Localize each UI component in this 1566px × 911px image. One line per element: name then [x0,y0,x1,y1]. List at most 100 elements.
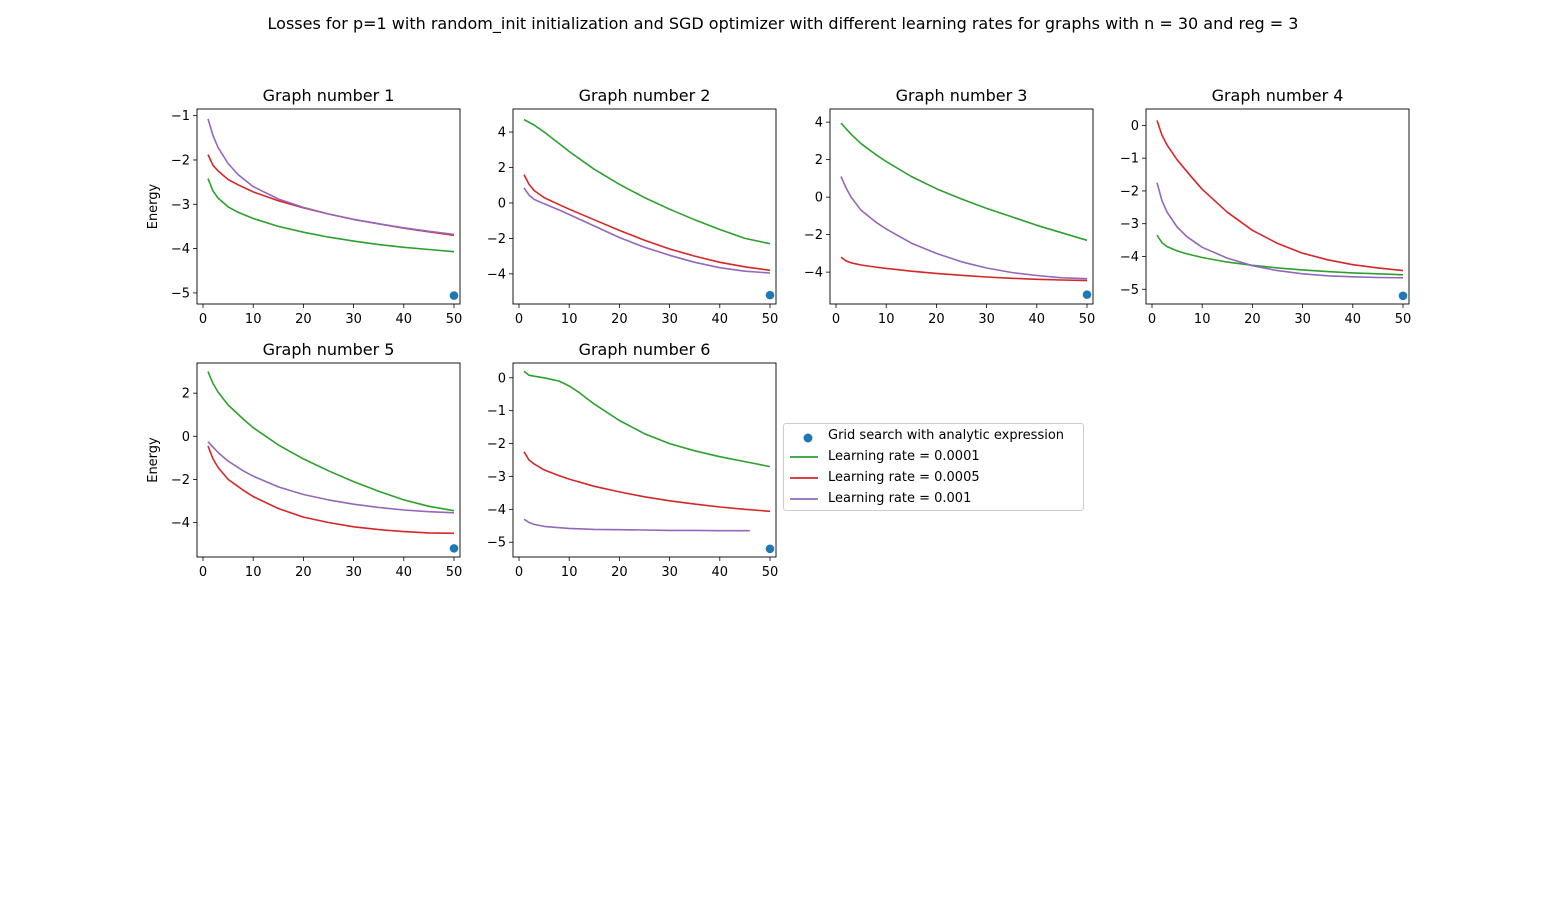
x-tick-label: 0 [1148,312,1156,327]
x-tick-label: 0 [199,565,207,580]
x-tick-label: 20 [611,565,628,580]
y-tick-label: 2 [182,387,190,402]
legend-label: Learning rate = 0.0001 [828,449,980,464]
y-tick-label: 2 [498,161,506,176]
plot-frame [1145,108,1410,305]
y-tick-label: 0 [182,430,190,445]
x-tick-label: 20 [611,312,628,327]
y-tick-label: 4 [815,116,823,131]
legend: Grid search with analytic expression Lea… [783,423,1084,511]
y-tick-label: −1 [171,109,190,124]
series-line [207,178,455,253]
legend-label: Learning rate = 0.0005 [828,470,980,485]
y-tick-label: −3 [1120,217,1139,232]
legend-marker-icon [803,433,813,443]
series-line [840,122,1088,242]
series-line [523,370,771,468]
y-tick-label: −2 [487,437,506,452]
x-tick-label: 20 [928,312,945,327]
y-axis-label: Energy [146,437,161,483]
plot-frame [196,108,461,305]
y-tick-label: −4 [171,242,190,257]
plot-frame [829,108,1094,305]
subplot-title: Graph number 2 [579,86,711,105]
x-tick-label: 40 [396,565,413,580]
y-tick-label: −1 [487,404,506,419]
x-tick-label: 50 [1079,312,1096,327]
x-tick-label: 50 [446,565,463,580]
y-tick-label: −2 [804,228,823,243]
y-tick-label: 2 [815,153,823,168]
legend-line-icon [790,456,818,458]
grid-search-point [1082,290,1092,299]
x-tick-label: 50 [762,312,779,327]
series-line [523,518,750,532]
y-tick-label: −5 [171,286,190,301]
x-tick-label: 10 [245,312,262,327]
y-tick-label: 0 [498,196,506,211]
subplot-6: Graph number 6 0 10 20 30 40 50 0 −1 −2 −3 −4 −5 [487,340,778,580]
x-tick-label: 30 [661,565,678,580]
series-line [207,445,455,535]
x-tick-label: 0 [515,565,523,580]
subplot-title: Graph number 6 [579,340,711,359]
y-tick-label: −4 [1120,250,1139,265]
grid-search-point [765,544,775,554]
y-tick-label: −2 [1120,184,1139,199]
plot-frame [512,108,777,305]
grid-search-point [449,544,459,553]
series-line [207,371,455,512]
series-line [523,174,771,272]
series-line [840,176,1088,280]
x-tick-label: 10 [1194,312,1211,327]
x-tick-label: 10 [561,565,578,580]
subplot-title: Graph number 1 [263,86,395,105]
y-tick-label: −2 [171,473,190,488]
x-tick-label: 0 [199,312,207,327]
x-tick-label: 0 [832,312,840,327]
legend-label: Grid search with analytic expression [828,428,1065,443]
plot-frame [196,362,461,558]
x-tick-label: 40 [396,312,413,327]
series-line [523,187,771,274]
y-tick-label: −5 [1120,283,1139,298]
y-tick-label: 0 [815,191,823,206]
x-tick-label: 50 [762,565,779,580]
series-line [1156,182,1404,279]
y-tick-label: −4 [487,267,506,282]
grid-search-point [765,290,775,300]
series-line [207,154,455,237]
x-tick-label: 30 [345,312,362,327]
x-tick-label: 20 [1244,312,1261,327]
x-tick-label: 0 [515,312,523,327]
subplot-title: Graph number 3 [896,86,1028,105]
y-tick-label: −3 [171,198,190,213]
x-tick-label: 10 [245,565,262,580]
y-tick-label: −2 [487,232,506,247]
subplot-title: Graph number 5 [263,340,395,359]
x-tick-label: 30 [661,312,678,327]
x-tick-label: 20 [295,565,312,580]
x-tick-label: 40 [1029,312,1046,327]
grid-search-point [1398,291,1408,301]
y-tick-label: 4 [498,126,506,141]
subplot-4: Graph number 4 0 10 20 30 40 50 0 −1 −2 −3 −4 −5 [1120,86,1411,327]
x-tick-label: 30 [345,565,362,580]
series-line [523,451,771,513]
x-tick-label: 30 [978,312,995,327]
legend-label: Learning rate = 0.001 [828,491,972,506]
y-tick-label: −3 [487,470,506,485]
figure-title: Losses for p=1 with random_init initiali… [267,14,1299,33]
series-line [1156,234,1404,276]
x-tick-label: 10 [878,312,895,327]
y-tick-label: −4 [804,266,823,281]
x-tick-label: 10 [561,312,578,327]
subplot-title: Graph number 4 [1212,86,1344,105]
x-tick-label: 40 [712,312,729,327]
y-tick-label: 0 [1131,119,1139,134]
x-tick-label: 50 [446,312,463,327]
y-tick-label: −4 [171,516,190,531]
